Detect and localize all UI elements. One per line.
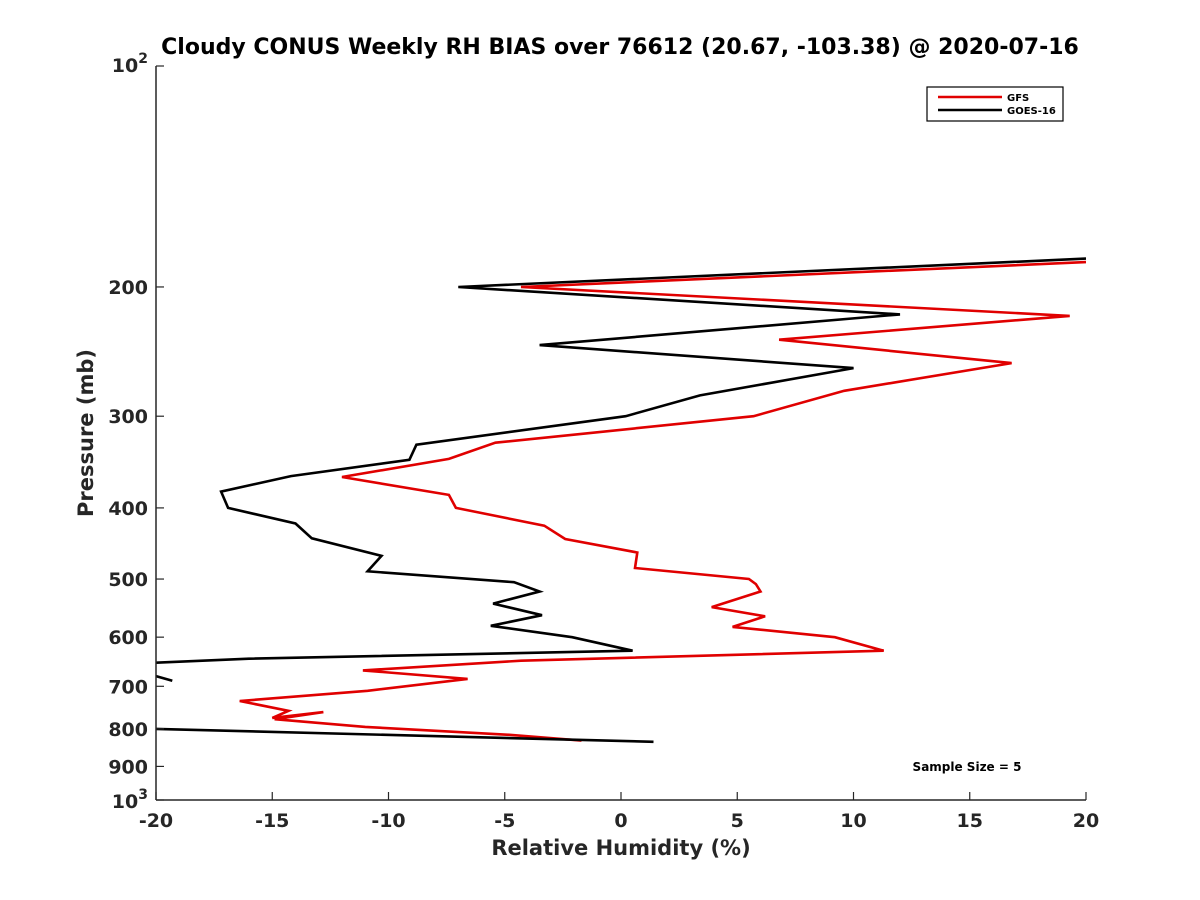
y-tick-label: 500 [108, 569, 148, 591]
series-line-goes16-3 [156, 727, 654, 744]
y-tick-label: 300 [108, 406, 148, 428]
chart-title: Cloudy CONUS Weekly RH BIAS over 76612 (… [161, 35, 1079, 60]
x-axis-label: Relative Humidity (%) [491, 836, 750, 860]
sample-size-annotation: Sample Size = 5 [913, 760, 1022, 774]
x-tick-label: 0 [614, 810, 627, 832]
legend-label-goes16: GOES-16 [1007, 106, 1056, 117]
y-tick-label: 900 [108, 756, 148, 778]
legend-box [926, 86, 1064, 122]
y-axis-label: Pressure (mb) [74, 349, 98, 517]
y-tick-label: 700 [108, 676, 148, 698]
series-line-goes16-1 [156, 257, 1086, 664]
series-line-goes16-2 [156, 674, 173, 683]
y-tick-label: 600 [108, 627, 148, 649]
x-tick-label: 15 [957, 810, 983, 832]
x-tick-label: -20 [139, 810, 173, 832]
x-tick-label: 10 [840, 810, 866, 832]
legend-label-gfs: GFS [1007, 93, 1029, 104]
x-tick-label: -5 [494, 810, 515, 832]
x-tick-label: 20 [1073, 810, 1099, 832]
plot-area [156, 257, 1086, 744]
legend: GFS GOES-16 [926, 86, 1064, 122]
y-tick-label: 200 [108, 277, 148, 299]
x-tick-label: -10 [371, 810, 405, 832]
y-ticks: 200 300 400 500 600 700 800 900 [108, 65, 164, 801]
x-tick-label: 5 [731, 810, 744, 832]
y-tick-label-min: 102 [112, 51, 148, 77]
x-tick-label: -15 [255, 810, 289, 832]
x-ticks: -20 -15 -10 -5 0 5 10 15 20 [139, 792, 1099, 832]
y-tick-label: 400 [108, 498, 148, 520]
y-tick-label: 800 [108, 719, 148, 741]
y-tick-label-max: 103 [112, 787, 148, 813]
series-line-gfs-0 [239, 260, 1086, 742]
